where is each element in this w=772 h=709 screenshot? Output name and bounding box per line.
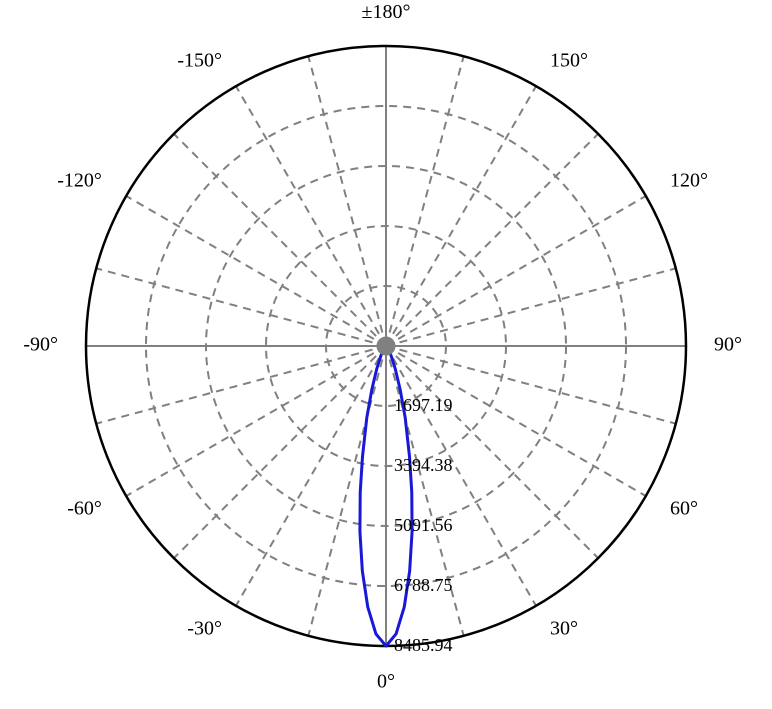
angle-label: -120° — [57, 170, 102, 192]
angle-label: 0° — [377, 671, 395, 693]
angle-label: -150° — [177, 50, 222, 72]
polar-chart: 1697.19 3394.38 5091.56 6788.75 8485.94 0° 30°… — [0, 0, 772, 709]
angle-label: -30° — [187, 618, 222, 640]
angle-label: -90° — [23, 334, 58, 356]
radial-tick-label: 3394.38 — [394, 455, 453, 475]
angle-label: -60° — [67, 498, 102, 520]
radial-tick-label: 8485.94 — [394, 635, 453, 655]
radial-tick-label: 6788.75 — [394, 575, 453, 595]
radial-tick-label: 5091.56 — [394, 515, 453, 535]
angle-label: 60° — [670, 498, 698, 520]
angle-label: 150° — [550, 50, 588, 72]
angle-label: 90° — [714, 334, 742, 356]
angle-label: 30° — [550, 618, 578, 640]
angle-label: 120° — [670, 170, 708, 192]
angle-label: ±180° — [362, 1, 411, 23]
radial-tick-label: 1697.19 — [394, 395, 453, 415]
center-dot — [377, 337, 395, 355]
